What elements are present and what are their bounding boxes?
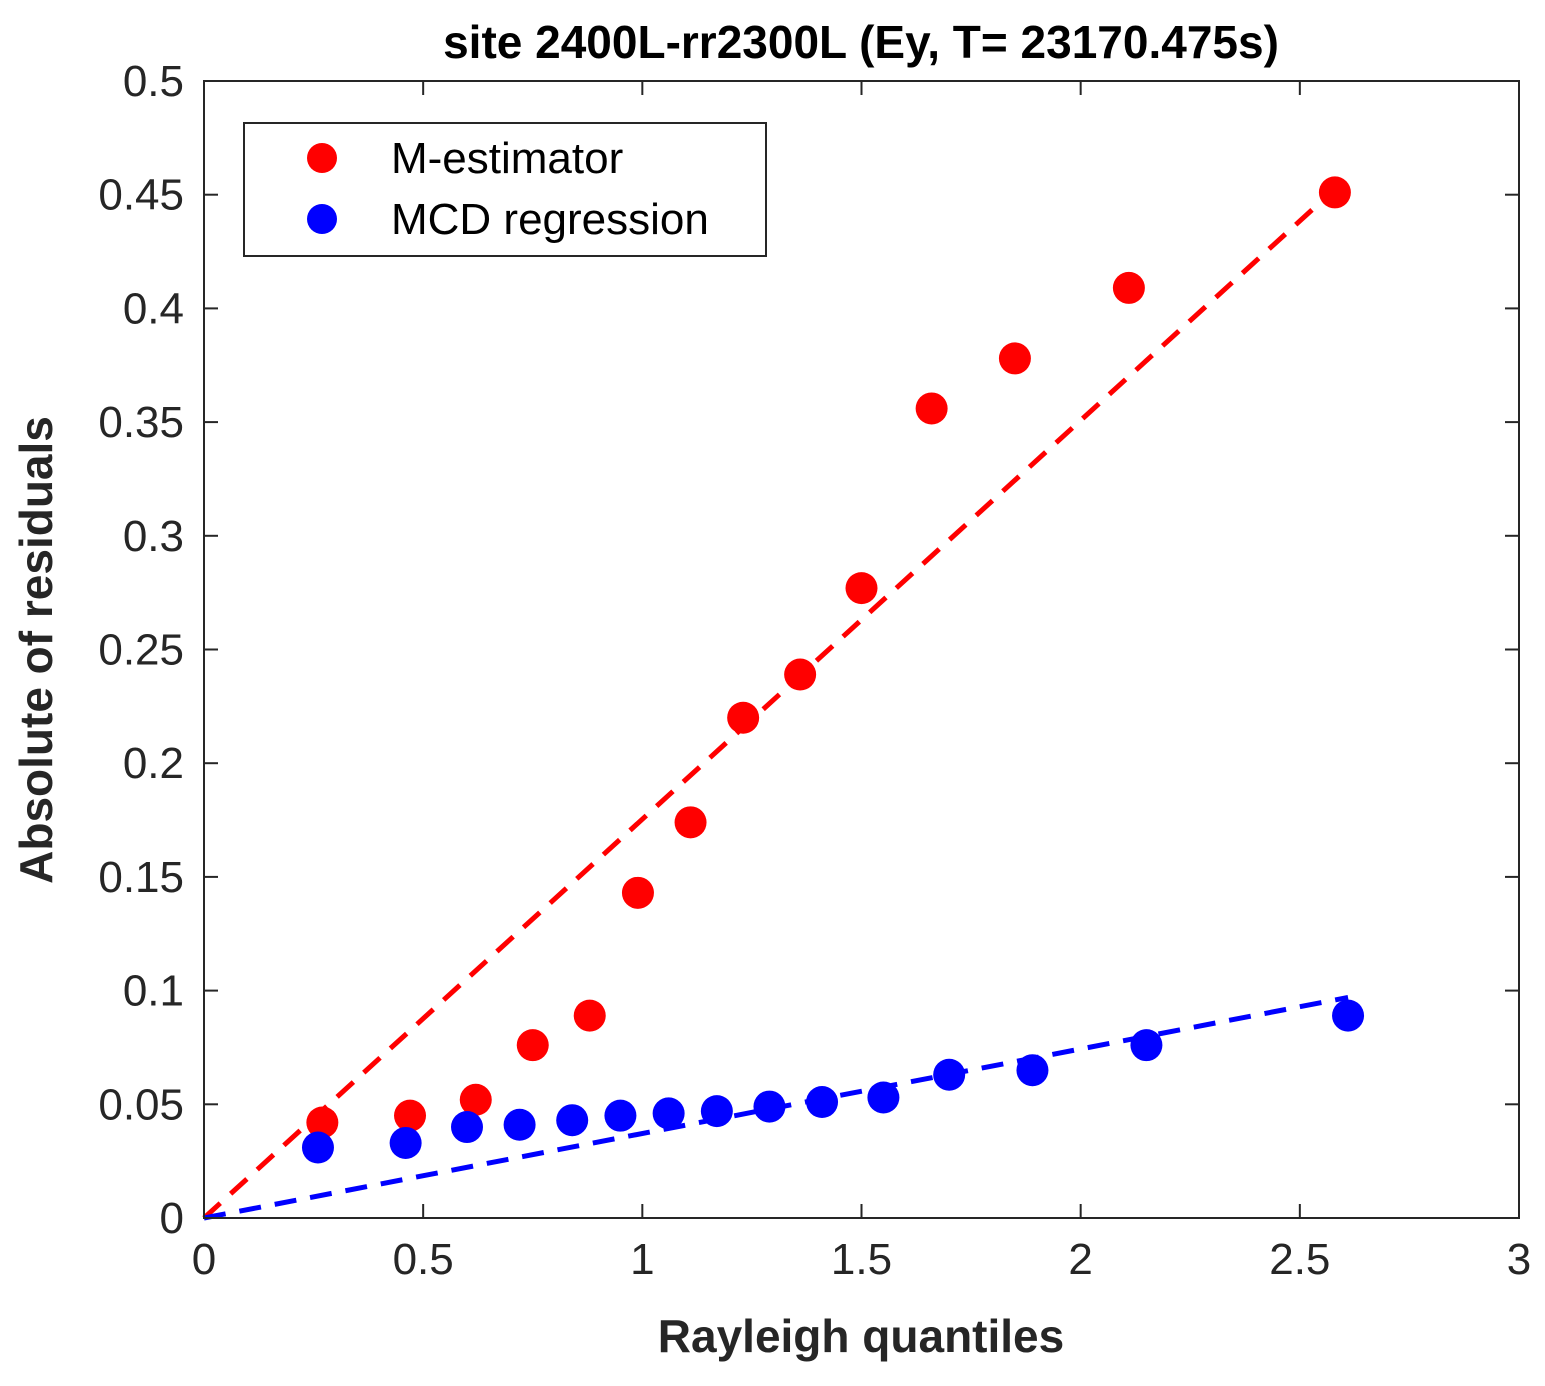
data-point-series-0: [727, 701, 760, 734]
data-point-series-0: [1318, 176, 1351, 209]
y-tick-label: 0.25: [98, 626, 184, 675]
data-point-series-0: [573, 999, 606, 1032]
x-tick-label: 0.5: [393, 1235, 454, 1284]
x-tick-label: 1: [630, 1235, 654, 1284]
data-point-series-0: [674, 806, 707, 839]
data-point-series-0: [915, 392, 948, 425]
data-point-series-1: [867, 1081, 900, 1114]
y-tick-label: 0.4: [123, 284, 184, 333]
data-point-series-1: [652, 1097, 685, 1130]
data-point-series-0: [845, 572, 878, 605]
legend-label-mcd-regression: MCD regression: [391, 195, 709, 244]
y-tick-label: 0.1: [123, 967, 184, 1016]
y-tick-label: 0.3: [123, 512, 184, 561]
data-point-series-1: [753, 1090, 786, 1123]
data-point-series-1: [556, 1104, 589, 1137]
data-point-series-0: [459, 1083, 492, 1116]
y-tick-label: 0.2: [123, 739, 184, 788]
data-point-series-0: [998, 342, 1031, 375]
data-point-series-0: [306, 1106, 339, 1139]
y-axis-title: Absolute of residuals: [10, 416, 62, 884]
legend-marker-m-estimator: [307, 143, 337, 173]
data-point-series-1: [933, 1058, 966, 1091]
data-point-series-1: [700, 1095, 733, 1128]
legend-box: [243, 122, 767, 257]
legend-label-m-estimator: M-estimator: [391, 134, 623, 183]
y-tick-label: 0.15: [98, 853, 184, 902]
x-tick-label: 1.5: [831, 1235, 892, 1284]
x-tick-label: 2.5: [1269, 1235, 1330, 1284]
y-tick-label: 0.5: [123, 57, 184, 106]
data-point-series-0: [394, 1099, 427, 1132]
axes: 0 0.5 1 1.5 2 2.5 3 0 0.05 0.1 0.15 0.2 0.25 0.3 0.35 0…: [98, 57, 1531, 1284]
data-point-series-1: [1016, 1054, 1049, 1087]
legend: M-estimator MCD regression: [243, 122, 767, 257]
x-tick-label: 2: [1068, 1235, 1092, 1284]
data-point-series-1: [503, 1108, 536, 1141]
plot-area: [202, 176, 1365, 1221]
y-tick-label: 0.35: [98, 398, 184, 447]
y-tick-label: 0.45: [98, 171, 184, 220]
x-axis-title: Rayleigh quantiles: [658, 1310, 1064, 1362]
data-point-series-1: [1130, 1029, 1163, 1062]
chart-title: site 2400L-rr2300L (Ey, T= 23170.475s): [443, 16, 1279, 68]
x-tick-label: 0: [192, 1235, 216, 1284]
data-point-series-1: [451, 1111, 483, 1144]
data-point-series-1: [604, 1099, 637, 1132]
fit-line-series-0: [202, 179, 1346, 1220]
x-tick-label: 3: [1507, 1235, 1531, 1284]
legend-marker-mcd-regression: [307, 204, 337, 234]
y-tick-label: 0: [160, 1194, 184, 1243]
data-point-series-0: [621, 876, 654, 909]
data-point-series-1: [1332, 999, 1365, 1032]
data-point-series-1: [806, 1086, 839, 1119]
data-point-series-0: [516, 1029, 549, 1062]
data-point-series-0: [1112, 271, 1145, 304]
y-tick-label: 0.05: [98, 1080, 184, 1129]
data-point-series-0: [784, 658, 817, 691]
data-point-series-1: [301, 1131, 334, 1164]
data-point-series-1: [389, 1126, 422, 1159]
